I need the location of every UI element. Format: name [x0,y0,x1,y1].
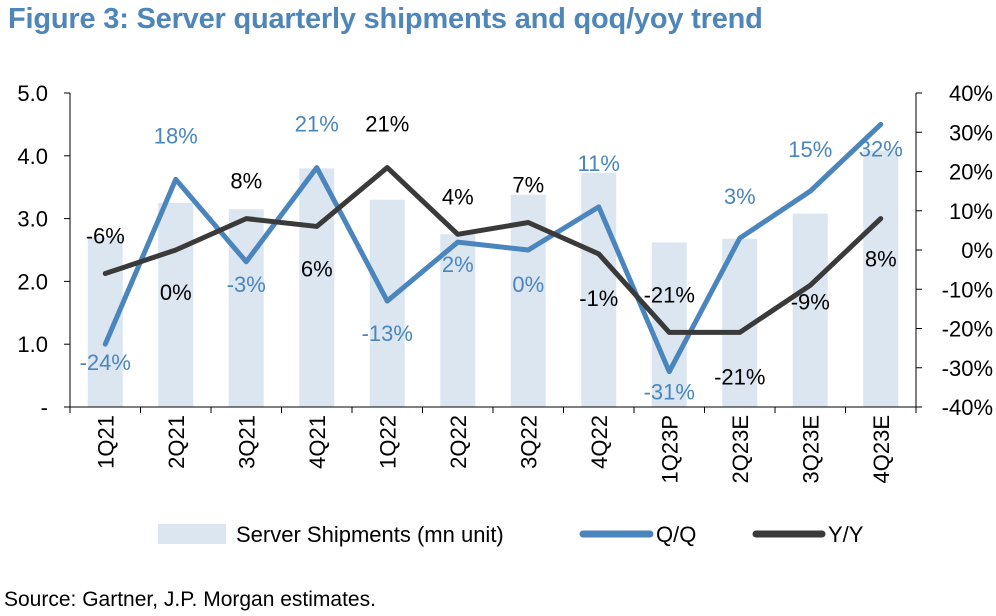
x-tick-label: 3Q23E [798,415,823,484]
qoq-data-label: 11% [578,151,620,176]
yoy-data-label: 8% [865,247,897,272]
right-tick-label: 30% [949,120,993,145]
right-tick-label: -30% [942,356,993,381]
yoy-data-label: 7% [512,173,544,198]
x-tick-label: 3Q22 [516,415,541,469]
yoy-data-label: 21% [365,112,409,137]
left-tick-label: 2.0 [17,269,48,294]
data-labels: -24% 18% -3% 21% -13% 2% 0% 11% -31% 3% 15% 32% -6% 0… [80,112,903,405]
x-tick-label: 4Q22 [587,415,612,469]
qoq-line [102,121,884,375]
figure-title: Figure 3: Server quarterly shipments and… [8,3,763,35]
bar-4q21 [299,168,335,407]
yoy-data-label: -1% [579,286,618,311]
yoy-data-label: 8% [230,169,262,194]
x-tick-label: 3Q21 [234,415,259,469]
right-tick-label: -40% [942,395,993,420]
qoq-data-label: 0% [512,272,544,297]
qoq-data-label: -13% [362,321,413,346]
left-tick-label: - [41,395,48,420]
bar-1q23p [651,242,687,407]
axes: - 1.0 2.0 3.0 4.0 5.0 -40% -30% -20% -10% 0% 10% 20%… [17,81,993,484]
x-tick-label: 2Q23E [728,415,753,484]
yoy-data-label: -6% [86,224,125,249]
right-tick-label: 20% [949,160,993,185]
right-tick-label: 40% [949,81,993,106]
bar-2q22 [440,234,476,407]
legend-bar-swatch [158,524,226,544]
qoq-data-label: 3% [724,184,756,209]
x-tick-label: 1Q23P [657,415,682,484]
yoy-data-label: 6% [301,256,333,281]
left-tick-label: 1.0 [17,332,48,357]
qoq-data-label: 15% [788,137,832,162]
bar-4q23e [863,150,899,407]
left-tick-label: 4.0 [17,144,48,169]
legend-yoy-label: Y/Y [828,522,864,547]
right-tick-label: -20% [942,317,993,342]
qoq-data-label: -3% [227,272,266,297]
right-tick-label: 10% [949,199,993,224]
line-series [102,121,884,375]
qoq-data-label: 2% [442,252,474,277]
left-tick-label: 3.0 [17,207,48,232]
source-note: Source: Gartner, J.P. Morgan estimates. [4,588,376,611]
legend-qoq-label: Q/Q [656,522,696,547]
qoq-data-label: -24% [80,350,131,375]
x-tick-label: 2Q21 [164,415,189,469]
bar-1q21 [87,237,123,407]
bar-3q23e [792,213,828,407]
yoy-line [102,165,884,335]
yoy-data-label: -21% [714,364,765,389]
bar-series [87,150,899,407]
x-tick-label: 4Q23E [869,415,894,484]
combo-chart: - 1.0 2.0 3.0 4.0 5.0 -40% -30% -20% -10% 0% 10% 20%… [17,81,993,547]
yoy-data-label: -21% [644,282,695,307]
qoq-data-label: 18% [154,123,198,148]
qoq-data-label: 32% [859,136,903,161]
x-tick-label: 1Q22 [375,415,400,469]
yoy-data-label: -9% [791,289,830,314]
bar-2q21 [158,202,194,407]
x-tick-label: 4Q21 [305,415,330,469]
left-tick-label: 5.0 [17,81,48,106]
qoq-data-label: -31% [644,380,695,405]
x-tick-label: 2Q22 [446,415,471,469]
right-tick-label: -10% [942,277,993,302]
yoy-data-label: 4% [442,184,474,209]
bar-3q21 [228,209,264,407]
x-tick-label: 1Q21 [93,415,118,469]
right-tick-label: 0% [961,238,993,263]
legend: Server Shipments (mn unit) Q/Q Y/Y [158,522,864,547]
qoq-data-label: 21% [295,112,339,137]
yoy-data-label: 0% [160,280,192,305]
legend-bar-label: Server Shipments (mn unit) [236,522,504,547]
